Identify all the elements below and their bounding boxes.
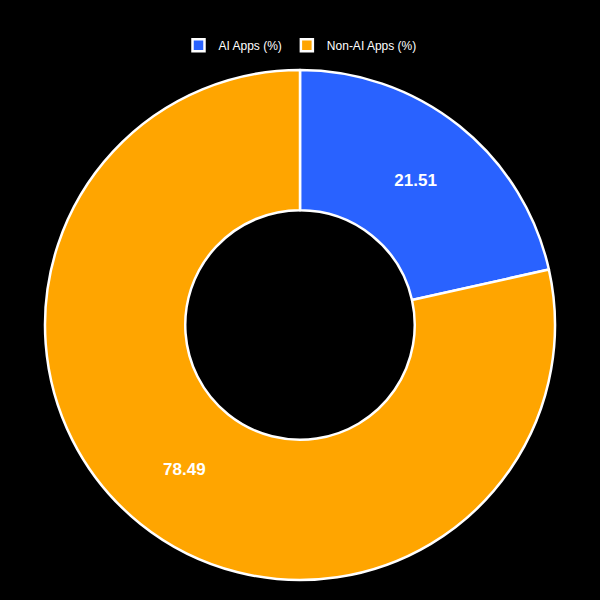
svg-text:AI Apps (%): AI Apps (%) xyxy=(219,39,282,53)
svg-text:21.51: 21.51 xyxy=(394,171,437,190)
svg-text:Non-AI Apps (%): Non-AI Apps (%) xyxy=(327,39,416,53)
svg-text:78.49: 78.49 xyxy=(163,460,206,479)
